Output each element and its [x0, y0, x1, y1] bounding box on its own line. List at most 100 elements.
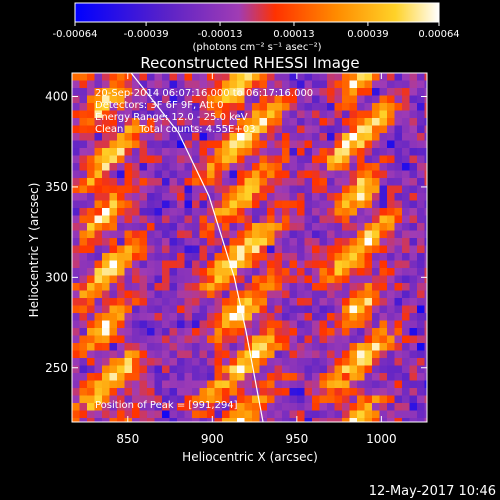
heatmap-cell: [222, 223, 230, 231]
heatmap-cell: [214, 298, 223, 306]
heatmap-cell: [214, 335, 223, 344]
heatmap-cell: [124, 373, 133, 381]
heatmap-cell: [297, 260, 305, 269]
heatmap-cell: [312, 335, 320, 344]
heatmap-cell: [162, 313, 170, 321]
heatmap-cell: [402, 410, 410, 419]
heatmap-cell: [244, 88, 253, 96]
heatmap-cell: [319, 260, 328, 269]
heatmap-cell: [387, 95, 395, 104]
heatmap-cell: [244, 305, 253, 314]
heatmap-cell: [259, 245, 268, 254]
heatmap-cell: [154, 95, 163, 104]
heatmap-cell: [372, 133, 380, 141]
heatmap-cell: [229, 80, 238, 89]
heatmap-cell: [252, 125, 260, 134]
heatmap-cell: [244, 95, 253, 104]
heatmap-cell: [229, 358, 238, 366]
heatmap-cell: [154, 245, 163, 254]
heatmap-cell: [147, 290, 155, 299]
heatmap-cell: [192, 388, 200, 396]
heatmap-cell: [177, 155, 185, 164]
heatmap-cell: [304, 208, 313, 216]
heatmap-cell: [364, 125, 373, 134]
heatmap-cell: [394, 163, 403, 171]
heatmap-cell: [184, 223, 193, 231]
heatmap-cell: [87, 230, 95, 239]
heatmap-cell: [327, 298, 335, 306]
heatmap-cell: [207, 343, 215, 351]
heatmap-cell: [327, 110, 335, 119]
heatmap-cell: [177, 125, 185, 134]
heatmap-cell: [267, 358, 275, 366]
heatmap-cell: [117, 343, 125, 351]
heatmap-cell: [87, 245, 95, 254]
heatmap-cell: [94, 95, 103, 104]
heatmap-cell: [274, 410, 283, 419]
heatmap-cell: [87, 155, 95, 164]
heatmap-cell: [222, 125, 230, 134]
heatmap-cell: [259, 328, 268, 336]
heatmap-cell: [319, 388, 328, 396]
heatmap-cell: [199, 118, 208, 126]
heatmap-cell: [117, 73, 125, 81]
heatmap-cell: [357, 335, 365, 344]
heatmap-cell: [364, 140, 373, 149]
heatmap-cell: [102, 358, 110, 366]
heatmap-cell: [222, 73, 230, 81]
heatmap-cell: [94, 163, 103, 171]
heatmap-cell: [79, 148, 88, 156]
heatmap-cell: [267, 245, 275, 254]
heatmap-cell: [267, 290, 275, 299]
heatmap-cell: [87, 403, 95, 411]
heatmap-cell: [199, 170, 208, 179]
heatmap-cell: [244, 403, 253, 411]
heatmap-cell: [349, 305, 358, 314]
heatmap-cell: [417, 350, 425, 359]
heatmap-cell: [379, 335, 388, 344]
heatmap-cell: [342, 305, 350, 314]
heatmap-cell: [199, 200, 208, 209]
heatmap-cell: [259, 313, 268, 321]
heatmap-cell: [214, 410, 223, 419]
heatmap-cell: [177, 208, 185, 216]
heatmap-cell: [207, 380, 215, 389]
heatmap-cell: [252, 328, 260, 336]
heatmap-cell: [132, 335, 140, 344]
heatmap-cell: [409, 200, 418, 209]
heatmap-cell: [87, 185, 95, 194]
heatmap-cell: [237, 230, 245, 239]
heatmap-cell: [102, 125, 110, 134]
heatmap-cell: [79, 140, 88, 149]
heatmap-cell: [229, 73, 238, 81]
heatmap-cell: [342, 268, 350, 276]
heatmap-cell: [394, 230, 403, 239]
heatmap-cell: [222, 118, 230, 126]
heatmap-cell: [229, 133, 238, 141]
heatmap-cell: [364, 335, 373, 344]
heatmap-cell: [372, 350, 380, 359]
heatmap-cell: [87, 365, 95, 374]
heatmap-cell: [147, 358, 155, 366]
heatmap-cell: [289, 238, 298, 246]
heatmap-cell: [267, 125, 275, 134]
heatmap-cell: [357, 125, 365, 134]
heatmap-cell: [109, 283, 118, 291]
heatmap-cell: [319, 238, 328, 246]
heatmap-cell: [357, 80, 365, 89]
heatmap-cell: [109, 268, 118, 276]
heatmap-cell: [222, 343, 230, 351]
heatmap-cell: [169, 140, 178, 149]
heatmap-cell: [282, 208, 290, 216]
heatmap-cell: [312, 373, 320, 381]
heatmap-cell: [289, 260, 298, 269]
heatmap-cell: [117, 140, 125, 149]
heatmap-cell: [364, 283, 373, 291]
heatmap-cell: [229, 178, 238, 186]
heatmap-cell: [304, 170, 313, 179]
heatmap-cell: [184, 343, 193, 351]
heatmap-cell: [282, 215, 290, 224]
heatmap-cell: [154, 388, 163, 396]
heatmap-cell: [132, 170, 140, 179]
heatmap-cell: [379, 155, 388, 164]
